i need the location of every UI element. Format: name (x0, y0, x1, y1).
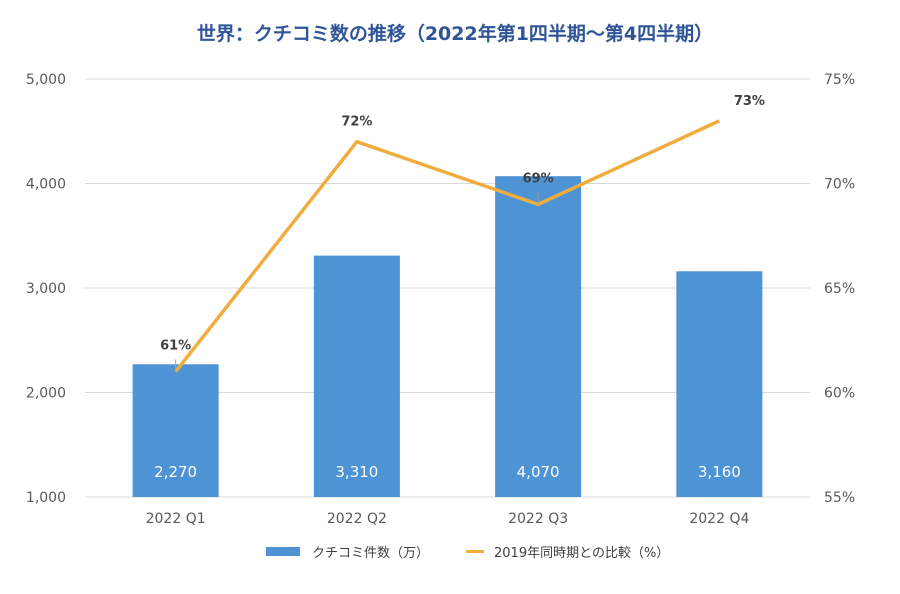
legend-label-line: 2019年同時期との比較（%） (494, 546, 669, 561)
bar-series: 2,270 3,310 4,070 3,160 (132, 176, 763, 497)
left-axis: 1,000 2,000 3,000 4,000 5,000 (26, 72, 66, 506)
right-axis: 55% 60% 65% 70% 75% (824, 72, 855, 506)
left-tick-label: 4,000 (26, 177, 66, 193)
legend-swatch-line (466, 550, 484, 553)
right-tick-label: 55% (824, 490, 855, 506)
x-tick-label: 2022 Q2 (327, 511, 387, 527)
x-tick-label: 2022 Q3 (508, 511, 568, 527)
bar (132, 364, 219, 497)
legend-swatch-bar (266, 547, 300, 556)
bar (676, 271, 763, 497)
line-data-label: 69% (523, 171, 554, 186)
left-tick-label: 1,000 (26, 490, 66, 506)
line-path (174, 119, 721, 373)
left-tick-label: 2,000 (26, 386, 66, 402)
x-tick-label: 2022 Q1 (146, 511, 206, 527)
right-tick-label: 65% (824, 281, 855, 297)
bar (495, 176, 582, 497)
legend: クチコミ件数（万） 2019年同時期との比較（%） (266, 546, 669, 561)
left-tick-label: 3,000 (26, 281, 66, 297)
left-tick-label: 5,000 (26, 72, 66, 88)
line-data-label: 72% (341, 115, 372, 130)
x-axis: 2022 Q1 2022 Q2 2022 Q3 2022 Q4 (146, 511, 750, 527)
line-data-label: 61% (160, 339, 191, 354)
line-series: 61% 72% 69% 73% (160, 94, 765, 373)
bar (313, 255, 400, 497)
bar-data-label: 3,310 (335, 463, 378, 481)
right-tick-label: 60% (824, 386, 855, 402)
line-data-label: 73% (734, 94, 765, 109)
right-tick-label: 75% (824, 72, 855, 88)
x-tick-label: 2022 Q4 (689, 511, 749, 527)
bar-data-label: 3,160 (698, 463, 741, 481)
bar-data-label: 2,270 (154, 463, 197, 481)
bar-data-label: 4,070 (517, 463, 560, 481)
legend-label-bar: クチコミ件数（万） (312, 546, 429, 561)
chart-title: 世界：クチコミ数の推移（2022年第1四半期～第4四半期） (197, 22, 713, 45)
right-tick-label: 70% (824, 177, 855, 193)
